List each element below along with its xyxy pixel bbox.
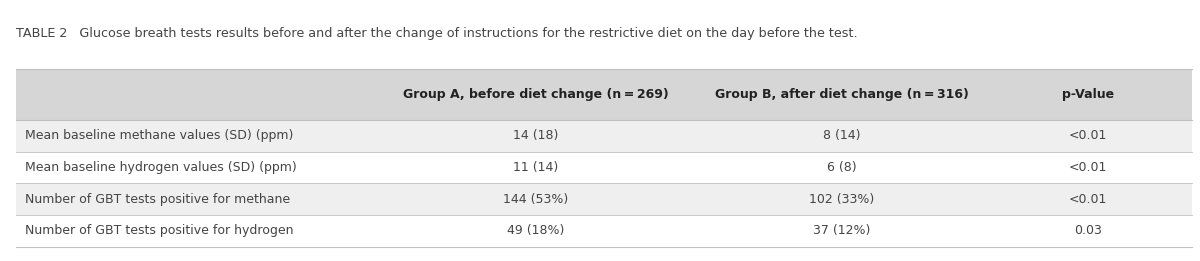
Text: <0.01: <0.01 xyxy=(1069,193,1106,206)
Text: 0.03: 0.03 xyxy=(1074,224,1102,237)
Bar xyxy=(16,152,1192,183)
Text: Number of GBT tests positive for methane: Number of GBT tests positive for methane xyxy=(25,193,290,206)
Bar xyxy=(16,120,1192,152)
Text: 37 (12%): 37 (12%) xyxy=(814,224,870,237)
Bar xyxy=(16,183,1192,215)
Bar xyxy=(16,69,1192,120)
Text: 144 (53%): 144 (53%) xyxy=(503,193,569,206)
Text: Group A, before diet change (n = 269): Group A, before diet change (n = 269) xyxy=(403,88,668,101)
Text: 102 (33%): 102 (33%) xyxy=(809,193,875,206)
Text: 8 (14): 8 (14) xyxy=(823,129,860,143)
Text: Mean baseline hydrogen values (SD) (ppm): Mean baseline hydrogen values (SD) (ppm) xyxy=(25,161,296,174)
Bar xyxy=(16,215,1192,247)
Text: 6 (8): 6 (8) xyxy=(827,161,857,174)
Text: Group B, after diet change (n = 316): Group B, after diet change (n = 316) xyxy=(715,88,968,101)
Text: <0.01: <0.01 xyxy=(1069,161,1106,174)
Text: Mean baseline methane values (SD) (ppm): Mean baseline methane values (SD) (ppm) xyxy=(25,129,294,143)
Text: 49 (18%): 49 (18%) xyxy=(508,224,564,237)
Text: Number of GBT tests positive for hydrogen: Number of GBT tests positive for hydroge… xyxy=(25,224,294,237)
Text: TABLE 2   Glucose breath tests results before and after the change of instructio: TABLE 2 Glucose breath tests results bef… xyxy=(16,27,857,40)
Text: 14 (18): 14 (18) xyxy=(514,129,558,143)
Text: 11 (14): 11 (14) xyxy=(514,161,558,174)
Text: <0.01: <0.01 xyxy=(1069,129,1106,143)
Text: p-Value: p-Value xyxy=(1062,88,1114,101)
